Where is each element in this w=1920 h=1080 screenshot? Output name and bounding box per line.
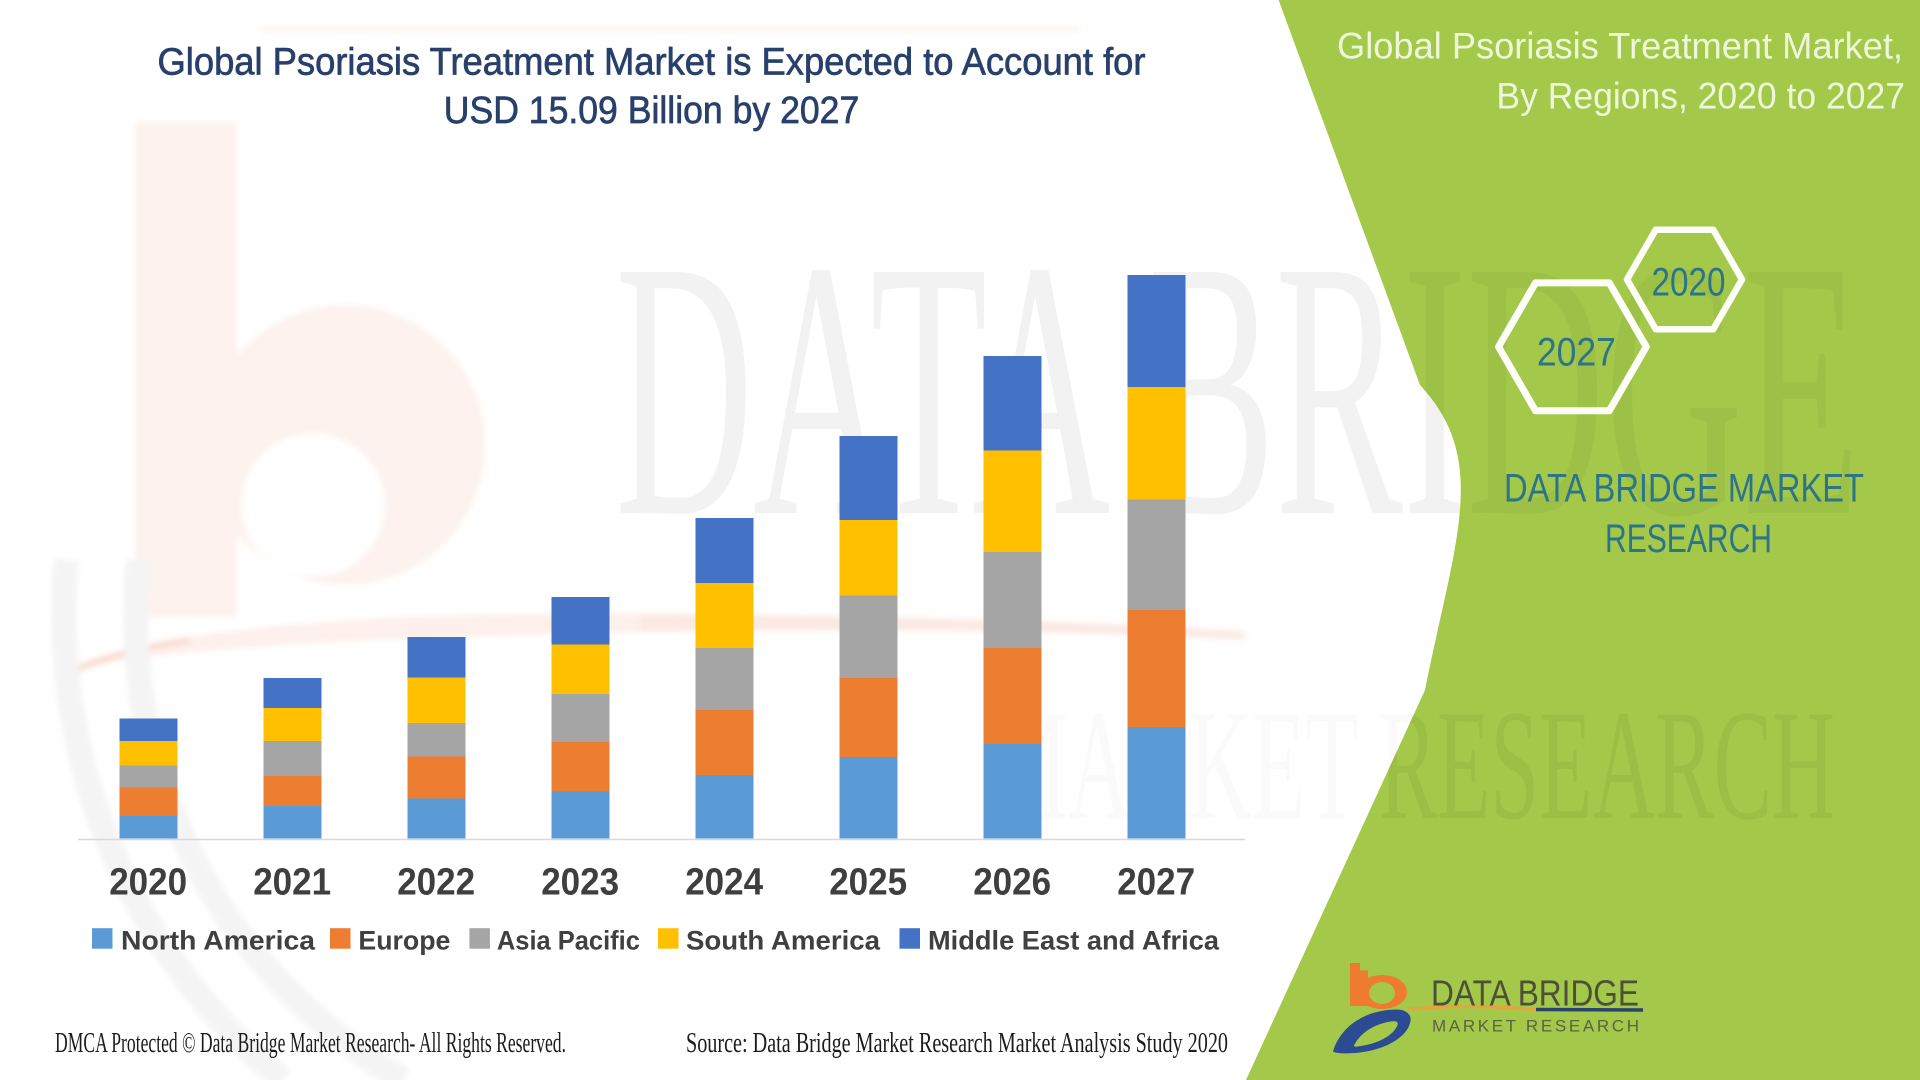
- svg-text:Europe: Europe: [358, 926, 450, 956]
- svg-text:Middle East and Africa: Middle East and Africa: [928, 926, 1220, 956]
- svg-text:2020: 2020: [1652, 261, 1726, 305]
- svg-text:Global Psoriasis Treatment Mar: Global Psoriasis Treatment Market,: [1337, 25, 1903, 66]
- svg-text:Source: Data Bridge Market Res: Source: Data Bridge Market Research Mark…: [686, 1028, 1228, 1059]
- svg-text:South America: South America: [686, 926, 881, 956]
- svg-text:Global Psoriasis Treatment Mar: Global Psoriasis Treatment Market is Exp…: [158, 42, 1146, 84]
- svg-text:2020: 2020: [109, 862, 187, 904]
- svg-text:USD 15.09 Billion by 2027: USD 15.09 Billion by 2027: [444, 90, 860, 132]
- svg-text:2021: 2021: [253, 862, 331, 904]
- svg-text:2027: 2027: [1537, 331, 1616, 375]
- svg-text:2026: 2026: [973, 862, 1051, 904]
- svg-text:DATA BRIDGE MARKET: DATA BRIDGE MARKET: [1504, 467, 1864, 511]
- svg-text:By Regions, 2020 to 2027: By Regions, 2020 to 2027: [1496, 76, 1905, 117]
- svg-text:MARKET RESEARCH: MARKET RESEARCH: [1432, 1017, 1639, 1036]
- svg-text:RESEARCH: RESEARCH: [1605, 517, 1772, 561]
- svg-text:2027: 2027: [1117, 862, 1195, 904]
- svg-text:2022: 2022: [397, 862, 475, 904]
- svg-text:North America: North America: [121, 926, 316, 956]
- svg-text:DATA BRIDGE: DATA BRIDGE: [1431, 973, 1639, 1014]
- svg-text:2025: 2025: [829, 862, 907, 904]
- svg-text:2023: 2023: [541, 862, 619, 904]
- svg-text:DMCA Protected © Data Bridge M: DMCA Protected © Data Bridge Market Rese…: [55, 1028, 566, 1059]
- svg-text:Asia Pacific: Asia Pacific: [497, 926, 640, 956]
- svg-text:2024: 2024: [685, 862, 763, 904]
